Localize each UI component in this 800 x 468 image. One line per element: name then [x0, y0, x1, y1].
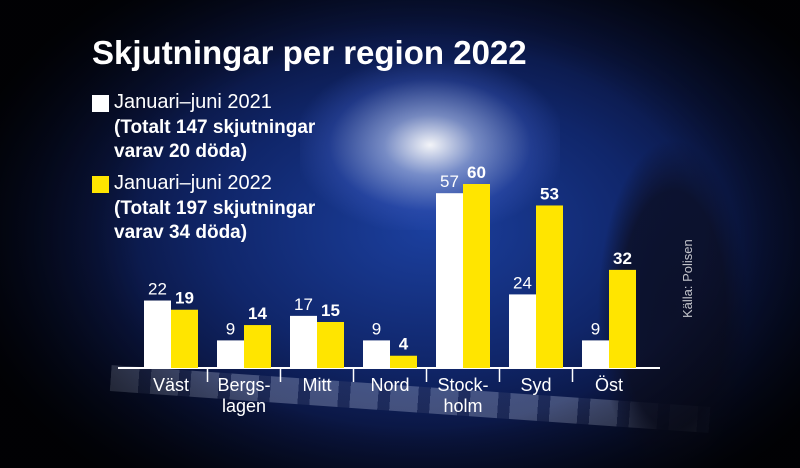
x-tick-label-line: Stock- [437, 375, 488, 395]
x-tick-label: Nord [370, 375, 409, 395]
x-tick-label: Öst [595, 375, 623, 395]
data-label-2022: 19 [175, 289, 194, 308]
data-label-2022: 4 [399, 335, 409, 354]
x-tick-label-line: holm [443, 396, 482, 416]
bar-2021 [144, 300, 171, 368]
x-tick-label-line: Väst [153, 375, 189, 395]
data-label-2022: 60 [467, 163, 486, 182]
x-tick-label: Väst [153, 375, 189, 395]
x-tick-label: Bergs-lagen [217, 375, 270, 416]
bar-2021 [217, 340, 244, 368]
x-tick-label-line: Nord [370, 375, 409, 395]
bar-2021 [363, 340, 390, 368]
x-tick-label-line: Syd [520, 375, 551, 395]
data-label-2021: 17 [294, 295, 313, 314]
x-tick-label: Syd [520, 375, 551, 395]
bar-2022 [390, 355, 417, 368]
x-tick-label-line: Bergs- [217, 375, 270, 395]
bar-2021 [509, 294, 536, 368]
data-label-2022: 53 [540, 184, 559, 203]
legend-swatch-2022 [92, 176, 109, 193]
bar-2021 [582, 340, 609, 368]
bar-2021 [290, 315, 317, 368]
data-label-2021: 22 [148, 280, 167, 299]
legend-label-2021: Januari–juni 2021 [114, 91, 272, 113]
x-tick-label-line: lagen [222, 396, 266, 416]
x-tick-label: Stock-holm [437, 375, 488, 416]
data-label-2022: 14 [248, 304, 267, 323]
legend-label-2022: Januari–juni 2022 [114, 172, 272, 194]
x-tick-label: Mitt [303, 375, 332, 395]
x-tick-label-line: Mitt [303, 375, 332, 395]
bar-2022 [536, 205, 563, 368]
data-label-2021: 9 [591, 319, 600, 338]
bar-2022 [244, 325, 271, 368]
bar-2022 [609, 269, 636, 368]
data-label-2021: 57 [440, 172, 459, 191]
legend-note-2021: (Totalt 147 skjutningar varav 20 döda) [114, 117, 316, 162]
x-tick-label-line: Öst [595, 375, 623, 395]
data-label-2022: 15 [321, 301, 340, 320]
legend-swatch-2021 [92, 95, 109, 112]
bar-2022 [317, 322, 344, 368]
data-label-2021: 9 [372, 319, 381, 338]
data-label-2022: 32 [613, 249, 632, 268]
bar-2022 [171, 309, 198, 368]
chart-title: Skjutningar per region 2022 [92, 34, 527, 71]
data-label-2021: 24 [513, 273, 532, 292]
data-label-2021: 9 [226, 319, 235, 338]
source-label: Källa: Polisen [680, 239, 695, 318]
bar-2021 [436, 193, 463, 368]
legend-note-2022: (Totalt 197 skjutningar varav 34 döda) [114, 198, 316, 243]
bar-2022 [463, 184, 490, 368]
